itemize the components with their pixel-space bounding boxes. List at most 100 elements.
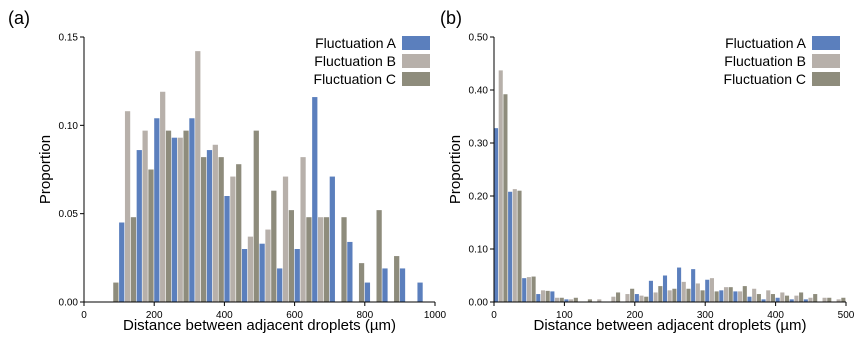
bar-b-8: [611, 296, 616, 302]
bar-c-22: [813, 294, 818, 302]
bar-c-12: [341, 217, 347, 302]
bar-a-14: [691, 269, 696, 302]
bar-c-9: [630, 288, 635, 302]
x-axis-label: Distance between adjacent droplets (µm): [534, 317, 807, 334]
bar-b-9: [625, 294, 630, 302]
y-axis-label: Proportion: [37, 135, 54, 204]
bar-b-5: [212, 144, 218, 302]
bar-b-10: [639, 295, 644, 302]
legend-label-c: Fluctuation C: [314, 71, 396, 87]
bar-c-13: [686, 288, 691, 302]
bar-a-12: [662, 275, 668, 302]
bar-c-6: [587, 299, 592, 302]
bar-a-20: [775, 297, 780, 302]
legend-swatch-b: [812, 54, 840, 68]
bar-c-9: [288, 210, 294, 302]
bar-a-0: [119, 222, 125, 302]
bar-a-4: [189, 118, 195, 303]
bar-a-8: [259, 243, 265, 302]
bar-a-13: [677, 267, 682, 302]
bar-a-15: [705, 279, 710, 302]
x-tick-label: 500: [838, 310, 855, 321]
legend-label-b: Fluctuation B: [314, 53, 396, 69]
bar-a-6: [224, 196, 230, 302]
legend-label-a: Fluctuation A: [725, 35, 807, 51]
y-tick-label: 0.20: [469, 192, 489, 203]
bar-b-20: [780, 292, 785, 302]
bar-a-17: [417, 282, 423, 302]
bar-c-18: [756, 294, 761, 302]
legend-swatch-a: [402, 36, 430, 50]
bar-a-16: [719, 290, 724, 302]
bar-c-pre0: [113, 282, 119, 302]
legend-swatch-c: [812, 72, 840, 86]
bar-b-15: [709, 278, 714, 302]
bar-c-10: [644, 296, 649, 302]
bar-c-17: [742, 286, 747, 302]
y-tick-label: 0.40: [469, 86, 489, 97]
bar-b-16: [723, 287, 729, 302]
bar-c-14: [700, 290, 705, 302]
x-tick-label: 300: [697, 310, 714, 321]
bar-c-2: [531, 276, 536, 302]
bar-b-17: [738, 291, 743, 302]
bar-b-2: [160, 91, 166, 303]
bar-a-13: [347, 241, 353, 302]
bar-b-12: [667, 290, 672, 302]
bar-a-1: [508, 191, 513, 302]
bar-c-1: [148, 169, 154, 302]
bar-a-17: [733, 291, 738, 302]
bar-c-15: [714, 291, 719, 302]
bar-c-4: [201, 157, 207, 302]
bar-c-14: [376, 210, 382, 302]
panel-label: (b): [440, 8, 462, 28]
bar-c-20: [784, 295, 790, 302]
x-tick-label: 800: [356, 310, 373, 321]
y-axis-label: Proportion: [447, 135, 464, 204]
bar-c-3: [183, 130, 189, 302]
x-tick-label: 200: [626, 310, 643, 321]
bar-c-11: [658, 286, 663, 302]
bar-a-9: [277, 268, 283, 302]
bar-a-3: [171, 137, 177, 302]
chart-panel-b: 0 100 200 300 400 500 0.00 0.10 0.20 0.30 0.40 0.50…: [440, 8, 855, 334]
bar-b-6: [230, 176, 236, 302]
bar-a-2: [522, 278, 527, 302]
bar-c-0: [130, 217, 137, 302]
panel-label: (a): [8, 8, 30, 28]
bar-a-18: [747, 296, 752, 302]
bar-b-8: [265, 229, 271, 302]
bar-b-14: [695, 283, 700, 302]
bar-c-23: [827, 297, 832, 302]
legend-swatch-c: [402, 72, 430, 86]
bar-b-1: [512, 189, 517, 302]
bar-a-2: [154, 118, 160, 303]
bar-a-4: [550, 291, 555, 302]
bar-b-7: [597, 299, 602, 302]
bar-b-19: [766, 290, 771, 302]
bar-c-10: [306, 217, 312, 302]
bar-a-14: [364, 282, 371, 302]
bar-a-11: [312, 97, 318, 302]
x-tick-label: 600: [286, 310, 303, 321]
bar-a-21: [789, 299, 794, 302]
y-tick-label: 0.00: [59, 298, 79, 309]
bar-a-10: [294, 249, 300, 302]
bar-a-7: [241, 249, 248, 302]
bar-a-10: [634, 294, 639, 302]
bar-b-11: [653, 292, 658, 302]
bar-c-15: [394, 256, 400, 302]
bar-b-23: [822, 297, 827, 302]
bar-c-6: [236, 164, 242, 302]
bar-b-10: [300, 157, 306, 302]
x-tick-label: 200: [146, 310, 163, 321]
x-tick-label: 400: [767, 310, 784, 321]
bar-c-5: [573, 297, 578, 302]
x-axis-label: Distance between adjacent droplets (µm): [123, 317, 396, 334]
x-tick-label: 1000: [424, 310, 447, 321]
y-tick-label: 0.50: [469, 33, 489, 44]
bar-c-8: [616, 292, 621, 302]
legend-label-b: Fluctuation B: [724, 53, 806, 69]
bar-c-0: [503, 94, 508, 303]
